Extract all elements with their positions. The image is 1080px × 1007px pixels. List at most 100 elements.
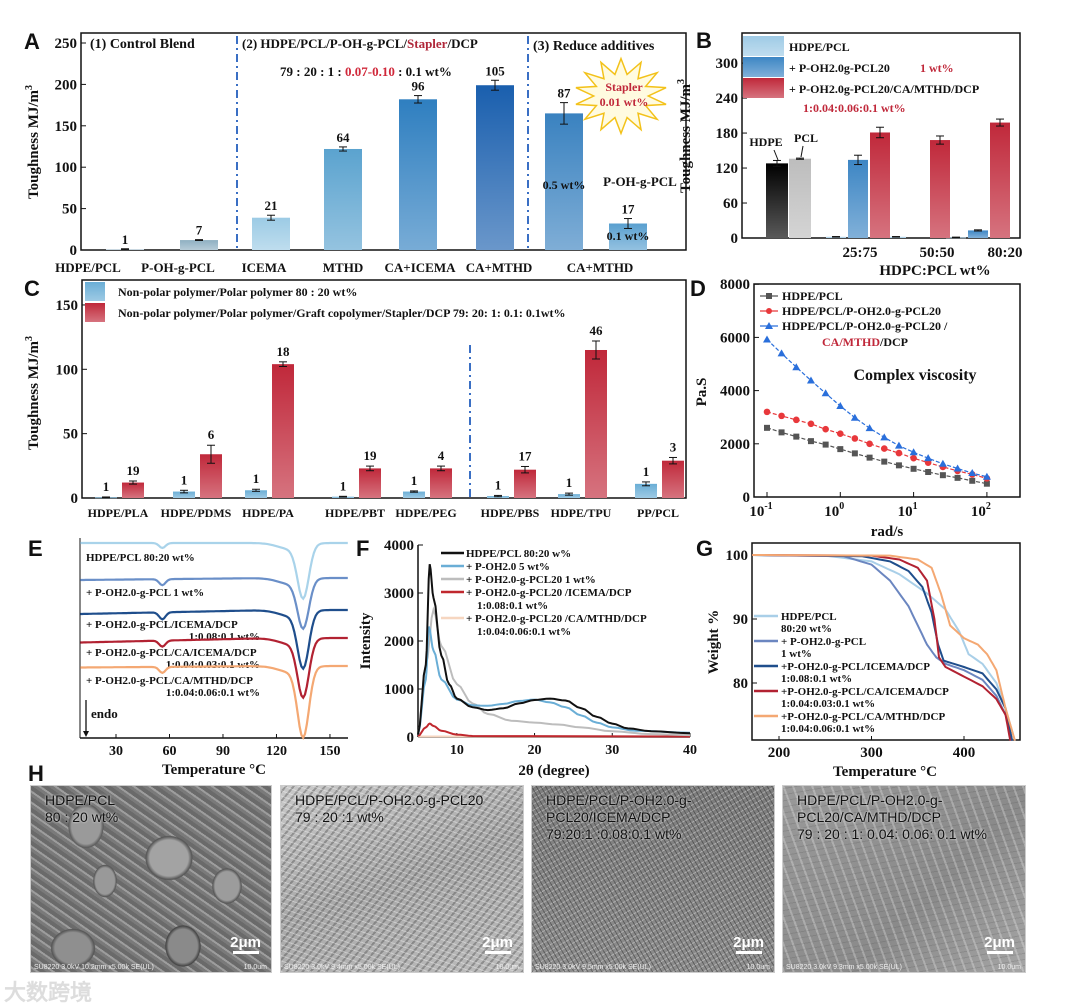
data-point: [969, 477, 976, 484]
data-point: [895, 449, 903, 457]
dsc-curve: [80, 541, 348, 601]
x-tick-label: HDPE/PA: [242, 506, 294, 520]
y-axis-title-text: Weight %: [706, 610, 722, 675]
bar-inner-label: 0.5 wt%: [543, 178, 586, 192]
data-point: [865, 424, 874, 432]
y-axis-title-sup: 3: [676, 79, 687, 84]
sem-footer-scale: 10.0um: [997, 964, 1021, 971]
x-tick-exp: -1: [764, 501, 772, 512]
x-tick-label: HDPE/PEG: [395, 506, 456, 520]
sem-image-mthd: HDPE/PCL/P-OH2.0-g- PCL20/CA/MTHD/DCP 79 :…: [782, 785, 1026, 973]
starburst-text: 0.01 wt%: [600, 95, 649, 109]
xrd-curve: [417, 722, 691, 738]
y-tick-label: 240: [716, 91, 739, 107]
endo-label: endo: [91, 706, 118, 721]
bar-shade: [200, 454, 222, 498]
scale-bar: 2μm: [733, 934, 764, 954]
bar-value-label: 1: [566, 475, 573, 490]
tga-curve: [752, 554, 1016, 741]
legend-swatch-shade: [85, 303, 105, 322]
series-label: + P-OH2.0-g-PCL/ICEMA/DCP: [86, 619, 238, 631]
tga-curve: [752, 554, 1016, 741]
sem-title: HDPE/PCL/P-OH2.0-g-PCL20 79 : 20 :1 wt%: [295, 792, 483, 826]
dsc-curve: [80, 664, 348, 740]
legend-extra: 1:0.04:0.06:0.1 wt%: [803, 101, 906, 115]
bar-shade: [514, 469, 536, 498]
sem-title: HDPE/PCL 80 : 20 wt%: [45, 792, 118, 826]
x-tick-label: 90: [216, 744, 230, 759]
legend-label: + P-OH2.0-g-PCL: [781, 636, 866, 648]
x-tick-exp: 2: [986, 501, 991, 512]
data-point: [822, 441, 829, 448]
bar-shade: [476, 85, 514, 250]
y-tick-label: 8000: [720, 277, 750, 293]
y-axis-title-sup: 3: [24, 336, 35, 341]
series-label: + P-OH2.0-g-PCL 1 wt%: [86, 587, 204, 599]
x-tick-label: CA+MTHD: [466, 260, 533, 275]
legend-swatch-shade: [743, 78, 784, 98]
xrd-curve: [417, 626, 691, 735]
legend-label: +P-OH2.0-g-PCL/ICEMA/DCP: [781, 661, 930, 673]
data-point: [837, 446, 844, 453]
data-point: [778, 429, 785, 436]
bar-value-label: 1: [122, 232, 129, 247]
bar-shade: [662, 460, 684, 498]
arrow-icon: [800, 145, 804, 158]
scale-bar-label: 2μm: [984, 934, 1015, 951]
x-tick-label: 102: [971, 501, 991, 520]
y-tick-label: 100: [56, 362, 79, 378]
x-tick-label: PP/PCL: [637, 506, 679, 520]
x-axis-title: HDPC:PCL wt%: [879, 263, 990, 279]
panel-letter: B: [696, 28, 712, 53]
x-tick-base: 10: [749, 504, 764, 520]
bar-value-label: 17: [519, 448, 533, 463]
dsc-curve: [80, 608, 348, 671]
starburst-text: Stapler: [605, 80, 643, 94]
data-point: [982, 472, 991, 480]
legend-label: Non-polar polymer/Polar polymer 80 : 20 …: [118, 285, 357, 299]
legend-marker: [766, 293, 772, 299]
legend-marker: [765, 322, 773, 329]
x-tick-label: 50:50: [920, 245, 955, 261]
section-title-part: (2) HDPE/PCL/P-OH-g-PCL/: [242, 36, 407, 51]
data-point: [866, 440, 873, 448]
x-tick-label: 30: [109, 744, 123, 759]
scale-bar-label: 2μm: [733, 934, 764, 951]
section-title: (3) Reduce additives: [533, 39, 655, 54]
x-tick-label: 200: [768, 745, 791, 761]
arrow-icon: [773, 149, 779, 161]
endo-arrow-head-icon: [83, 731, 89, 737]
legend-marker: [766, 308, 772, 314]
plot-frame: [81, 279, 687, 499]
sem-title: HDPE/PCL/P-OH2.0-g- PCL20/CA/MTHD/DCP 79 :…: [797, 792, 987, 843]
xrd-curve: [417, 606, 691, 737]
x-tick-label: 60: [162, 744, 176, 759]
data-point: [938, 459, 947, 467]
y-axis-title: Weight %: [706, 610, 722, 675]
panel-b: B 0 60 120 180 240 300 Toughness MJ/m3 HDPE/PCL +…: [676, 28, 1023, 279]
scale-bar-label: 2μm: [230, 934, 261, 951]
legend-label: + P-OH2.0-g-PCL20 /CA/MTHD/DCP: [466, 613, 647, 625]
legend-swatch-shade: [743, 36, 784, 56]
data-point: [968, 469, 977, 477]
data-point: [764, 424, 770, 431]
sem-footer: SU8220 3.0kV 9.5mm x5.00k SE(UL) 10.0um: [535, 964, 770, 971]
bar-shade: [990, 122, 1010, 238]
panel-g: G 80 90 100 Weight % 200 300 400 Temperature °C H…: [696, 536, 1021, 780]
x-tick-label: CA+ICEMA: [385, 260, 457, 275]
x-axis-title: rad/s: [871, 524, 904, 540]
bar-value-label: 46: [590, 323, 604, 338]
data-point: [778, 412, 785, 420]
data-point: [880, 445, 888, 452]
bar-value-label: 1: [643, 464, 650, 479]
scale-bar: 2μm: [482, 934, 513, 954]
y-axis-title: Intensity: [358, 612, 374, 669]
sem-footer-scale: 10.0um: [746, 964, 770, 971]
y-tick-label: 2000: [720, 437, 750, 453]
ratio-part: : 0.1 wt%: [395, 64, 452, 79]
dsc-curve: [80, 636, 348, 700]
bar-shade: [968, 230, 988, 238]
